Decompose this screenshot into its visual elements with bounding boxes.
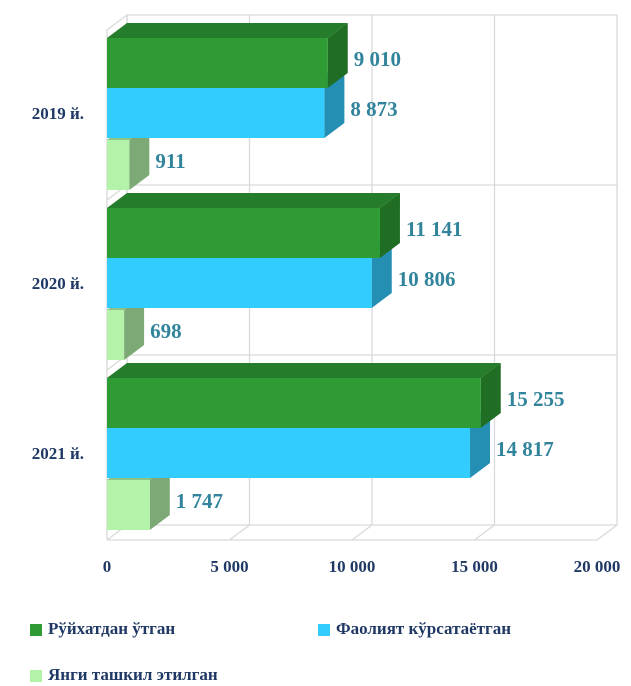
bar-side	[480, 363, 501, 428]
value-label: 1 747	[176, 489, 223, 513]
labels: 0 5 000 10 000 15 000 20 000 2021 й. 1 747 14 8…	[30, 47, 620, 684]
legend-swatch	[30, 624, 42, 636]
bar-side	[129, 125, 150, 190]
value-label: 911	[155, 149, 185, 173]
bar	[107, 38, 328, 88]
bar	[107, 140, 130, 190]
bar-side	[327, 23, 348, 88]
bar-side	[149, 465, 170, 530]
y-tick-label: 2021 й.	[32, 444, 84, 463]
legend-swatch	[318, 624, 330, 636]
bar-side	[470, 413, 491, 478]
x-tick-label: 15 000	[451, 557, 498, 576]
legend-label: Янги ташкил этилган	[48, 665, 218, 684]
y-tick-label: 2019 й.	[32, 104, 84, 123]
walls	[106, 13, 618, 541]
x-tick-label: 10 000	[329, 557, 376, 576]
value-label: 14 817	[496, 437, 554, 461]
bar-side	[379, 193, 400, 258]
bar-top	[107, 363, 501, 378]
x-tick-label: 0	[103, 557, 112, 576]
x-tick-label: 5 000	[210, 557, 248, 576]
bar	[107, 310, 125, 360]
bar-side	[124, 295, 145, 360]
bar	[107, 428, 471, 478]
grid-line	[596, 15, 618, 541]
bar-top	[107, 193, 400, 208]
bar	[107, 88, 325, 138]
value-label: 15 255	[507, 387, 565, 411]
bars	[107, 23, 501, 530]
y-tick-label: 2020 й.	[32, 274, 84, 293]
grid-line	[474, 15, 496, 541]
bar	[107, 208, 380, 258]
bar	[107, 480, 150, 530]
x-tick-label: 20 000	[574, 557, 621, 576]
legend-swatch	[30, 670, 42, 682]
value-label: 11 141	[406, 217, 463, 241]
value-label: 9 010	[354, 47, 401, 71]
grid-line	[229, 15, 251, 541]
grid-line	[351, 15, 373, 541]
bar-side	[371, 243, 392, 308]
legend-label: Рўйхатдан ўтган	[48, 619, 175, 638]
bar-top	[107, 23, 348, 38]
bar-side	[324, 73, 345, 138]
legend-label: Фаолият кўрсатаётган	[336, 619, 511, 638]
bar	[107, 378, 481, 428]
bar	[107, 258, 372, 308]
value-label: 698	[150, 319, 182, 343]
value-label: 10 806	[398, 267, 456, 291]
value-label: 8 873	[350, 97, 397, 121]
